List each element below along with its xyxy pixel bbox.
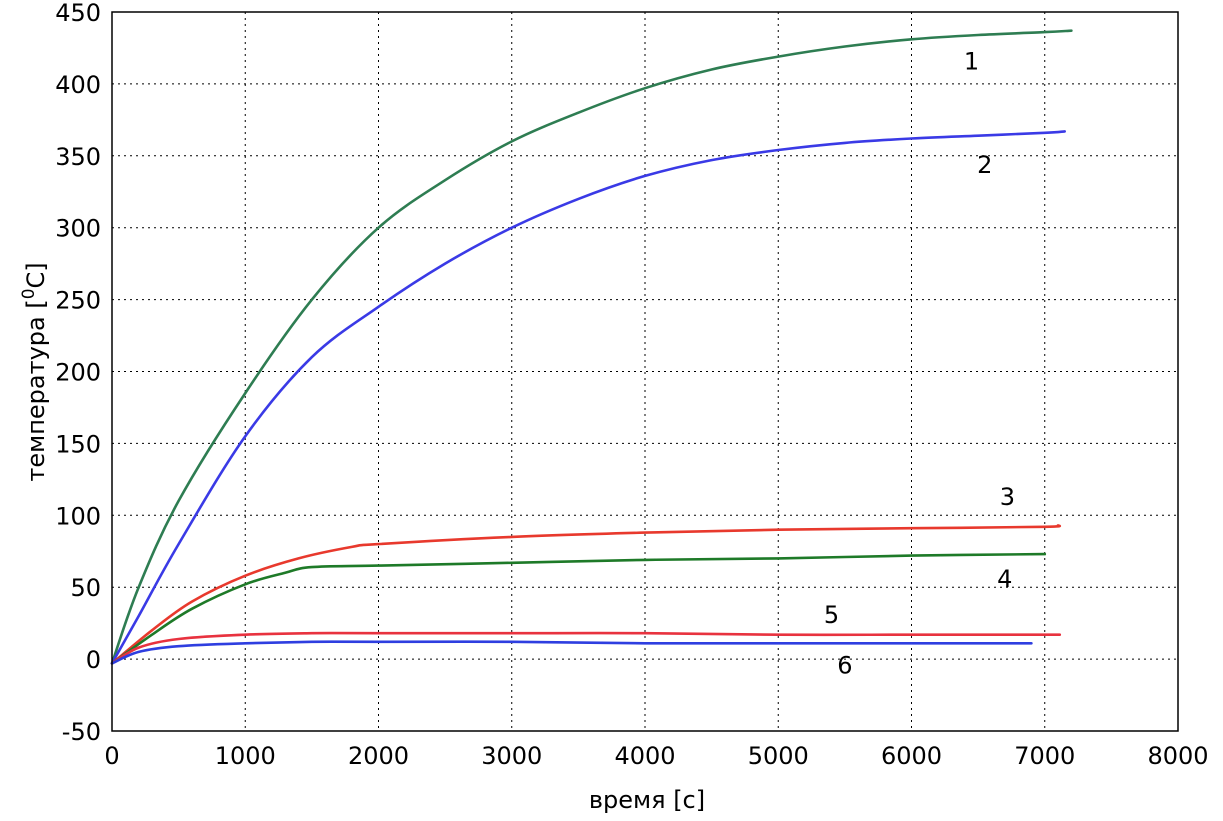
y-axis-label-superscript: 0 [19,288,39,299]
y-axis-label: температура [0C] [19,262,50,481]
y-tick-label: 150 [55,430,101,458]
x-tick-label: 0 [104,742,119,770]
plot-frame [111,11,1179,732]
x-tick-label: 5000 [748,742,809,770]
y-axis-label-main: температура [ [22,299,50,481]
y-tick-label: 400 [55,71,101,99]
curve-label-5: 5 [824,601,839,629]
y-tick-label: 0 [86,646,101,674]
curve-label-1: 1 [964,48,979,76]
x-tick-label: 3000 [481,742,542,770]
y-tick-label: 450 [55,0,101,27]
curve-labels: 1 2 3 4 5 6 [824,48,1015,680]
x-axis-ticks: 0 1000 2000 3000 4000 5000 6000 7000 8000 [104,742,1208,770]
series-line-3 [110,524,1062,665]
series-line-5 [110,631,1062,665]
x-tick-label: 8000 [1147,742,1208,770]
series-line-4 [110,552,1047,665]
x-tick-label: 6000 [881,742,942,770]
y-tick-label: 200 [55,359,101,387]
y-tick-label: 250 [55,287,101,315]
curve-label-2: 2 [977,151,992,179]
x-tick-label: 2000 [348,742,409,770]
x-tick-label: 7000 [1014,742,1075,770]
y-tick-label: 50 [70,574,101,602]
curve-label-6: 6 [837,651,852,679]
series-line-2 [110,130,1066,665]
curve-label-4: 4 [997,565,1012,593]
grid [112,12,1178,731]
x-axis-label: время [с] [589,786,705,814]
series-line-1 [110,29,1073,665]
y-tick-label: -50 [62,718,101,746]
y-axis-label-unit: C] [22,262,50,288]
y-tick-label: 100 [55,502,101,530]
y-axis-ticks: -50 0 50 100 150 200 250 300 350 400 450 [55,0,101,746]
y-tick-label: 350 [55,143,101,171]
x-tick-label: 1000 [215,742,276,770]
series-line-6 [110,640,1033,665]
curve-label-3: 3 [1000,483,1015,511]
x-tick-label: 4000 [614,742,675,770]
y-tick-label: 300 [55,215,101,243]
series-lines [110,29,1073,665]
